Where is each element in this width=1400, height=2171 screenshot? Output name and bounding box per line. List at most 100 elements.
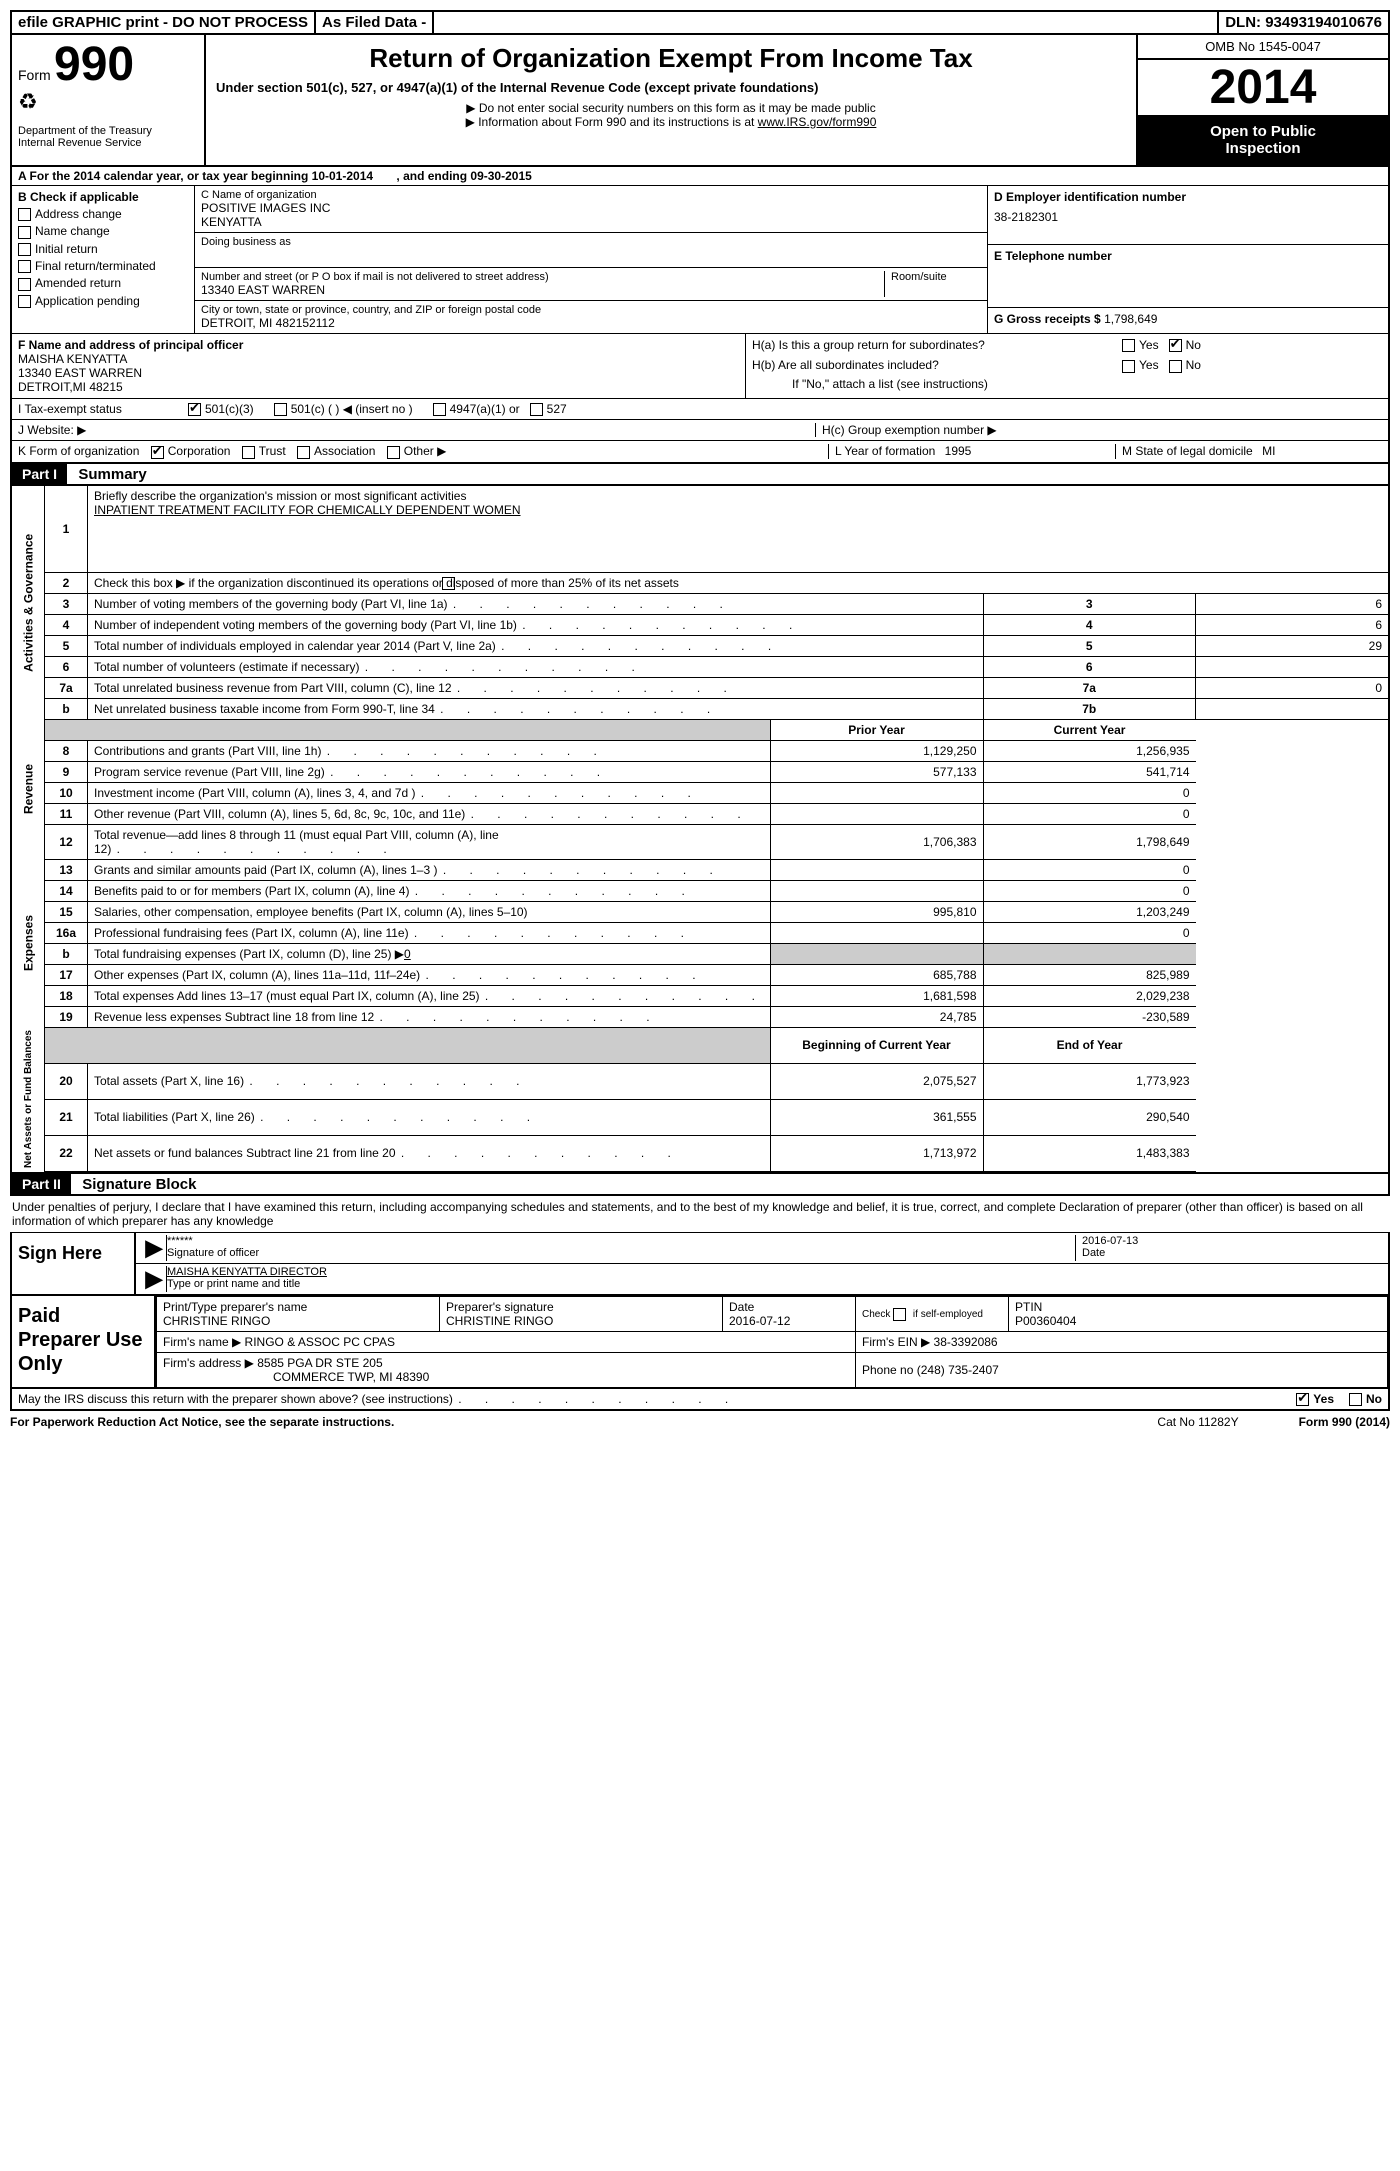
discuss-no[interactable]: No — [1349, 1392, 1382, 1406]
chk-name-change[interactable]: Name change — [18, 224, 188, 238]
line7b-value — [1196, 698, 1389, 719]
chk-initial-return[interactable]: Initial return — [18, 242, 188, 256]
sign-date-label: Date — [1082, 1247, 1382, 1259]
hb-yes[interactable]: Yes — [1122, 358, 1159, 372]
addr-flex: B Check if applicable Address change Nam… — [12, 186, 1388, 333]
row-m: M State of legal domicile MI — [1115, 444, 1382, 458]
city-cell: City or town, state or province, country… — [195, 301, 987, 333]
year-formation-label: L Year of formation — [835, 444, 935, 458]
tax-year: 2014 — [1138, 60, 1388, 115]
sign-here-label: Sign Here — [12, 1233, 136, 1294]
part-ii-label: Part II — [12, 1174, 71, 1194]
spacer — [434, 12, 1219, 33]
chk-corporation[interactable]: Corporation — [151, 444, 231, 458]
chk-trust[interactable]: Trust — [242, 444, 286, 458]
box-e: E Telephone number — [988, 245, 1388, 308]
chk-4947[interactable]: 4947(a)(1) or — [433, 402, 520, 416]
arrow-icon: ▶ — [142, 1266, 167, 1292]
street-label: Number and street (or P O box if mail is… — [201, 271, 884, 283]
chk-501c3[interactable]: 501(c)(3) — [188, 402, 254, 416]
box-h: H(a) Is this a group return for subordin… — [746, 334, 1388, 398]
row-i: I Tax-exempt status 501(c)(3) 501(c) ( )… — [12, 398, 1388, 419]
prep-date-cell: Date2016-07-12 — [723, 1297, 856, 1332]
officer-signature: ****** — [167, 1235, 1075, 1247]
ha-label: H(a) Is this a group return for subordin… — [752, 338, 1112, 352]
header-mid: Return of Organization Exempt From Incom… — [206, 35, 1136, 165]
hdr-current-year: Current Year — [983, 719, 1196, 740]
line19-py: 24,785 — [770, 1006, 983, 1027]
city-value: DETROIT, MI 482152112 — [201, 316, 981, 330]
discuss-question: May the IRS discuss this return with the… — [18, 1392, 730, 1406]
chk-application-pending[interactable]: Application pending — [18, 294, 188, 308]
line16b-value: 0 — [404, 947, 411, 961]
h-c: H(c) Group exemption number ▶ — [815, 423, 1382, 437]
chk-527[interactable]: 527 — [530, 402, 567, 416]
line17-cy: 825,989 — [983, 964, 1196, 985]
line9-py: 577,133 — [770, 761, 983, 782]
sig-line-1: ▶ ****** Signature of officer 2016-07-13… — [136, 1233, 1388, 1264]
firm-name: RINGO & ASSOC PC CPAS — [245, 1335, 395, 1349]
line2: Check this box ▶ if the organization dis… — [88, 572, 1389, 593]
line8-cy: 1,256,935 — [983, 740, 1196, 761]
efile-bar: efile GRAPHIC print - DO NOT PROCESS As … — [10, 10, 1390, 35]
line14-cy: 0 — [983, 880, 1196, 901]
chk-other[interactable]: Other ▶ — [387, 444, 447, 458]
ha-yes[interactable]: Yes — [1122, 338, 1159, 352]
line7b-label: Net unrelated business taxable income fr… — [88, 698, 984, 719]
sign-body: ▶ ****** Signature of officer 2016-07-13… — [136, 1233, 1388, 1294]
irs-link[interactable]: www.IRS.gov/form990 — [758, 115, 877, 129]
side-expenses: Expenses — [12, 859, 45, 1027]
dln-value: 93493194010676 — [1265, 14, 1382, 31]
chk-association[interactable]: Association — [297, 444, 375, 458]
box-c: C Name of organization POSITIVE IMAGES I… — [195, 186, 987, 333]
form-label: Form — [18, 67, 51, 83]
prep-sig-cell: Preparer's signatureCHRISTINE RINGO — [440, 1297, 723, 1332]
side-netassets: Net Assets or Fund Balances — [12, 1027, 45, 1171]
note2-text: ▶ Information about Form 990 and its ins… — [466, 115, 758, 129]
room-label: Room/suite — [891, 271, 981, 283]
hb-no[interactable]: No — [1169, 358, 1201, 372]
domicile-value: MI — [1262, 444, 1275, 458]
discuss-row: May the IRS discuss this return with the… — [10, 1389, 1390, 1411]
chk-address-change[interactable]: Address change — [18, 207, 188, 221]
chk-501c[interactable]: 501(c) ( ) ◀ (insert no ) — [274, 402, 413, 416]
row-a-end: , and ending 09-30-2015 — [396, 169, 531, 183]
hdr-eoy: End of Year — [983, 1027, 1196, 1063]
mission-text: INPATIENT TREATMENT FACILITY FOR CHEMICA… — [94, 503, 521, 517]
line16b: Total fundraising expenses (Part IX, col… — [88, 943, 771, 964]
chk-discontinued[interactable] — [442, 577, 455, 590]
officer-label: F Name and address of principal officer — [18, 338, 739, 352]
footer-catno: Cat No 11282Y — [1157, 1415, 1238, 1429]
hb-label: H(b) Are all subordinates included? — [752, 358, 1112, 372]
line10: Investment income (Part VIII, column (A)… — [88, 782, 771, 803]
line13-py — [770, 859, 983, 880]
page-footer: For Paperwork Reduction Act Notice, see … — [10, 1411, 1390, 1433]
org-name1: POSITIVE IMAGES INC — [201, 201, 981, 215]
hdr-prior-year: Prior Year — [770, 719, 983, 740]
officer-city: DETROIT,MI 48215 — [18, 380, 739, 394]
line22: Net assets or fund balances Subtract lin… — [88, 1135, 771, 1171]
box-d: D Employer identification number 38-2182… — [988, 186, 1388, 245]
ha-no[interactable]: No — [1169, 338, 1201, 352]
city-label: City or town, state or province, country… — [201, 304, 981, 316]
box-g: G Gross receipts $ 1,798,649 — [988, 308, 1388, 330]
form-org-label: K Form of organization — [18, 444, 139, 458]
dln-label: DLN: — [1225, 14, 1261, 31]
line10-cy: 0 — [983, 782, 1196, 803]
line7a-value: 0 — [1196, 677, 1389, 698]
preparer-block: Paid Preparer Use Only Print/Type prepar… — [10, 1296, 1390, 1389]
firm-phone-cell: Phone no (248) 735-2407 — [856, 1353, 1388, 1388]
chk-amended-return[interactable]: Amended return — [18, 276, 188, 290]
prep-selfemployed[interactable]: Check if self-employed — [856, 1297, 1009, 1332]
box-deg: D Employer identification number 38-2182… — [987, 186, 1388, 333]
discuss-yes[interactable]: Yes — [1296, 1392, 1334, 1406]
line16a-cy: 0 — [983, 922, 1196, 943]
org-name2: KENYATTA — [201, 215, 981, 229]
header-right: OMB No 1545-0047 2014 Open to Public Ins… — [1136, 35, 1388, 165]
fh-row: F Name and address of principal officer … — [12, 333, 1388, 398]
arrow-icon: ▶ — [142, 1235, 167, 1261]
prep-ptin-cell: PTINP00360404 — [1009, 1297, 1388, 1332]
firm-ein: 38-3392086 — [934, 1335, 998, 1349]
chk-final-return[interactable]: Final return/terminated — [18, 259, 188, 273]
line4-value: 6 — [1196, 614, 1389, 635]
